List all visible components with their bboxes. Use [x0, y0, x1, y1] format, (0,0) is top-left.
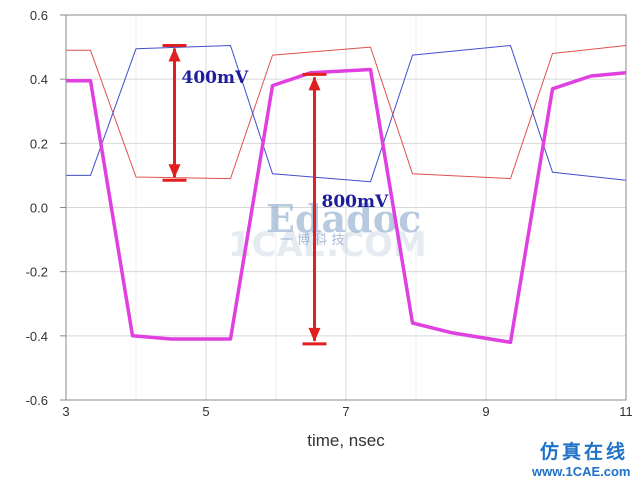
x-tick-label: 11: [619, 404, 633, 419]
annotation-arrowhead: [308, 76, 321, 91]
x-tick-label: 9: [482, 404, 489, 419]
series-line: [66, 67, 627, 345]
annotation-label: 400mV: [182, 68, 249, 88]
watermark-faint-text: 1CAE.COM: [228, 225, 427, 265]
series-layer: [66, 45, 627, 345]
x-tick-label: 5: [202, 404, 209, 419]
watermark-logo-cn: 一 博 科 技: [280, 233, 344, 248]
brand-url: www.1CAE.com: [531, 464, 630, 479]
y-tick-label: 0.6: [30, 8, 48, 23]
series-line: [66, 45, 627, 180]
y-tick-label: 0.2: [30, 136, 48, 151]
x-axis-label: time, nsec: [307, 431, 385, 450]
brand-text: 仿真在线: [540, 440, 628, 463]
y-tick-label: -0.2: [26, 265, 48, 280]
annotation-arrowhead: [168, 47, 181, 62]
x-tick-label: 7: [342, 404, 349, 419]
annotation-label: 800mV: [322, 192, 389, 212]
annotation-arrow: 400mV: [162, 43, 249, 182]
annotation-arrow: 800mV: [302, 72, 389, 346]
series-line: [66, 45, 627, 183]
tick-labels: 3 5 7 9 11 -0.6 -0.4 -0.2 0.0 0.2 0.4 0.6: [26, 8, 633, 419]
annotations: 400mV 800mV: [162, 43, 389, 346]
annotation-arrowhead: [168, 164, 181, 179]
y-tick-label: 0.4: [30, 72, 48, 87]
y-tick-label: -0.6: [26, 393, 48, 408]
brand-logo: 仿真在线 www.1CAE.com: [531, 440, 630, 479]
annotation-arrowhead: [308, 327, 321, 342]
x-tick-label: 3: [62, 404, 69, 419]
y-tick-label: 0.0: [30, 201, 48, 216]
y-tick-label: -0.4: [26, 329, 48, 344]
